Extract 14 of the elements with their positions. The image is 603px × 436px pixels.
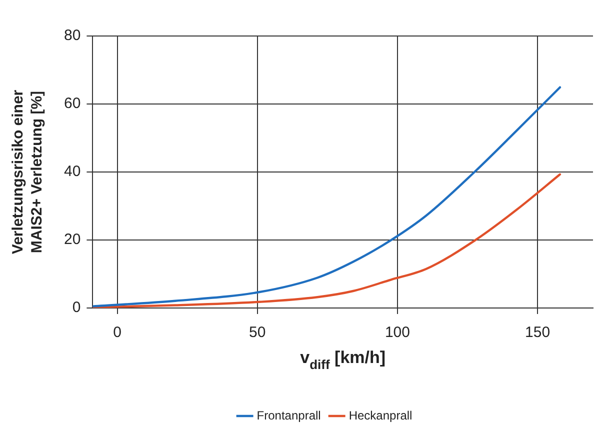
x-tick-label: 100 <box>384 324 410 342</box>
y-tick-label: 80 <box>64 27 81 44</box>
y-tick-label: 40 <box>64 163 81 180</box>
x-tick-label: 50 <box>249 324 266 342</box>
legend-label: Heckanprall <box>348 408 412 422</box>
y-tick-label: 0 <box>72 299 81 316</box>
y-axis-title: Verletzungsrisiko einer MAIS2+ Verletzung [%] <box>10 90 46 254</box>
legend-label: Frontanprall <box>256 408 321 422</box>
y-tick-label: 20 <box>64 231 81 248</box>
y-tick-label: 60 <box>64 95 81 112</box>
x-tick-label: 0 <box>113 324 122 342</box>
line-series <box>92 173 562 308</box>
x-tick-label: 150 <box>525 324 550 342</box>
line-series <box>92 86 562 308</box>
